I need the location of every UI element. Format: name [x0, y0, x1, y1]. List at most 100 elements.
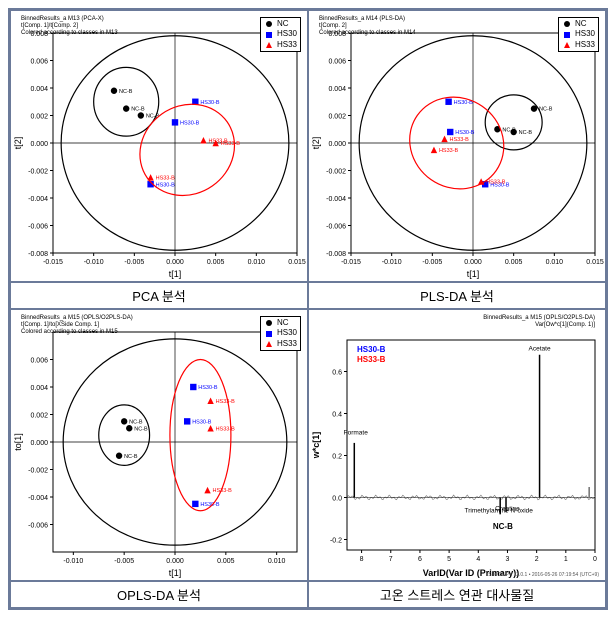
svg-text:-0.005: -0.005	[124, 259, 144, 266]
svg-text:0.004: 0.004	[328, 86, 346, 93]
svg-text:4: 4	[476, 556, 480, 563]
svg-text:-0.015: -0.015	[43, 259, 63, 266]
svg-text:HS33-B: HS33-B	[439, 148, 459, 154]
svg-text:-0.010: -0.010	[382, 259, 402, 266]
caption-pca: PCA 분석	[10, 282, 308, 309]
svg-text:HS33-B: HS33-B	[156, 175, 176, 181]
svg-text:0.006: 0.006	[328, 59, 346, 66]
svg-text:-0.015: -0.015	[341, 259, 361, 266]
svg-text:0.000: 0.000	[464, 259, 482, 266]
svg-text:HS33-B: HS33-B	[213, 488, 233, 494]
svg-text:HS33-B: HS33-B	[357, 355, 386, 364]
svg-text:-0.002: -0.002	[28, 169, 48, 176]
svg-text:t[2]: t[2]	[13, 137, 23, 150]
svg-text:0.010: 0.010	[268, 558, 286, 565]
svg-text:Formate: Formate	[344, 430, 369, 437]
svg-text:0.002: 0.002	[30, 114, 48, 121]
svg-text:HS30-B: HS30-B	[200, 100, 220, 106]
svg-text:0.010: 0.010	[248, 259, 266, 266]
svg-text:0.004: 0.004	[30, 86, 48, 93]
svg-text:-0.002: -0.002	[326, 169, 346, 176]
panel-loading: 876543210-0.20.00.20.40.6VarID(Var ID (P…	[308, 309, 606, 581]
svg-text:HS30-B: HS30-B	[454, 100, 474, 106]
svg-text:-0.004: -0.004	[28, 495, 48, 502]
svg-text:-0.006: -0.006	[326, 224, 346, 231]
plot-subtitle: BinnedResults_a M13 (PCA-X)t[Comp. 1]/t[…	[21, 16, 118, 38]
svg-text:NC-B: NC-B	[129, 419, 143, 425]
svg-text:HS33-B: HS33-B	[450, 137, 470, 143]
svg-text:0.015: 0.015	[586, 259, 604, 266]
svg-text:-0.004: -0.004	[28, 196, 48, 203]
svg-text:HS30-B: HS30-B	[180, 120, 200, 126]
svg-text:HS30-B: HS30-B	[455, 130, 475, 136]
svg-text:0.0: 0.0	[332, 496, 342, 503]
svg-text:0: 0	[593, 556, 597, 563]
figure-grid: -0.015-0.010-0.0050.0000.0050.0100.015-0…	[8, 8, 608, 610]
legend: NCHS30HS33	[558, 17, 599, 52]
svg-text:-0.006: -0.006	[28, 523, 48, 530]
svg-text:0.005: 0.005	[207, 259, 225, 266]
svg-text:7: 7	[389, 556, 393, 563]
svg-text:0.000: 0.000	[328, 141, 346, 148]
svg-text:HS30-B: HS30-B	[357, 345, 386, 354]
plot-subtitle: BinnedResults_a M15 (OPLS/O2PLS-DA)t[Com…	[21, 315, 133, 337]
svg-text:-0.008: -0.008	[326, 251, 346, 258]
svg-text:to[1]: to[1]	[13, 433, 23, 451]
svg-text:0.000: 0.000	[166, 558, 184, 565]
svg-text:0.002: 0.002	[30, 413, 48, 420]
svg-text:6: 6	[418, 556, 422, 563]
legend: NCHS30HS33	[260, 17, 301, 52]
svg-text:NC-B: NC-B	[134, 426, 148, 432]
svg-text:2: 2	[535, 556, 539, 563]
svg-text:HS33-B: HS33-B	[216, 426, 236, 432]
caption-oplsda: OPLS-DA 분석	[10, 581, 308, 608]
svg-text:0.000: 0.000	[166, 259, 184, 266]
svg-text:0.000: 0.000	[30, 440, 48, 447]
svg-text:NC-B: NC-B	[519, 130, 533, 136]
svg-text:0.005: 0.005	[217, 558, 235, 565]
svg-text:0.000: 0.000	[30, 141, 48, 148]
caption-plsda: PLS-DA 분석	[308, 282, 606, 309]
svg-text:NC-B: NC-B	[539, 107, 553, 113]
svg-text:-0.004: -0.004	[326, 196, 346, 203]
panel-pca: -0.015 -0.010 -0.005 0.000 0.005 0.010 0.015 -0…	[10, 10, 308, 282]
panel-plsda: -0.015 -0.010 -0.005 0.000 0.005 0.010 0.015 -0…	[308, 10, 606, 282]
svg-text:0.4: 0.4	[332, 412, 342, 419]
svg-text:-0.010: -0.010	[84, 259, 104, 266]
svg-text:HS30-B: HS30-B	[192, 419, 212, 425]
svg-text:-0.002: -0.002	[28, 468, 48, 475]
svg-text:t[1]: t[1]	[467, 269, 480, 279]
svg-text:t[1]: t[1]	[169, 269, 182, 279]
svg-text:HS33-B: HS33-B	[486, 180, 506, 186]
svg-text:HS30-B: HS30-B	[156, 182, 176, 188]
panel-oplsda: -0.010-0.0050.0000.0050.010-0.006-0.004-…	[10, 309, 308, 581]
svg-text:-0.005: -0.005	[422, 259, 442, 266]
svg-text:1: 1	[564, 556, 568, 563]
svg-text:NC-B: NC-B	[131, 107, 145, 113]
svg-text:0.005: 0.005	[505, 259, 523, 266]
svg-text:3: 3	[506, 556, 510, 563]
caption-loading: 고온 스트레스 연관 대사물질	[308, 581, 606, 608]
svg-text:0.006: 0.006	[30, 358, 48, 365]
svg-text:HS33-B: HS33-B	[216, 399, 236, 405]
plot-subtitle: BinnedResults_a M15 (OPLS/O2PLS-DA)Var[O…	[483, 315, 595, 329]
svg-text:w*c[1]: w*c[1]	[311, 432, 321, 460]
svg-text:HS33-B: HS33-B	[221, 141, 241, 147]
svg-text:0.015: 0.015	[288, 259, 306, 266]
svg-text:0.010: 0.010	[546, 259, 564, 266]
legend: NCHS30HS33	[260, 316, 301, 351]
svg-text:t[2]: t[2]	[311, 137, 321, 150]
svg-text:t[1]: t[1]	[169, 568, 182, 578]
svg-text:-0.008: -0.008	[28, 251, 48, 258]
svg-text:-0.010: -0.010	[63, 558, 83, 565]
svg-text:Acetate: Acetate	[529, 346, 551, 353]
plot-subtitle: BinnedResults_a M14 (PLS-DA)t[Comp. 2]Co…	[319, 16, 416, 38]
svg-text:5: 5	[447, 556, 451, 563]
svg-text:-0.006: -0.006	[28, 224, 48, 231]
svg-text:0.002: 0.002	[328, 114, 346, 121]
svg-text:0.6: 0.6	[332, 370, 342, 377]
svg-text:8: 8	[360, 556, 364, 563]
svg-text:0.004: 0.004	[30, 385, 48, 392]
svg-text:Trimethylamine N‑oxide: Trimethylamine N‑oxide	[465, 507, 534, 514]
svg-text:-0.2: -0.2	[330, 538, 342, 545]
